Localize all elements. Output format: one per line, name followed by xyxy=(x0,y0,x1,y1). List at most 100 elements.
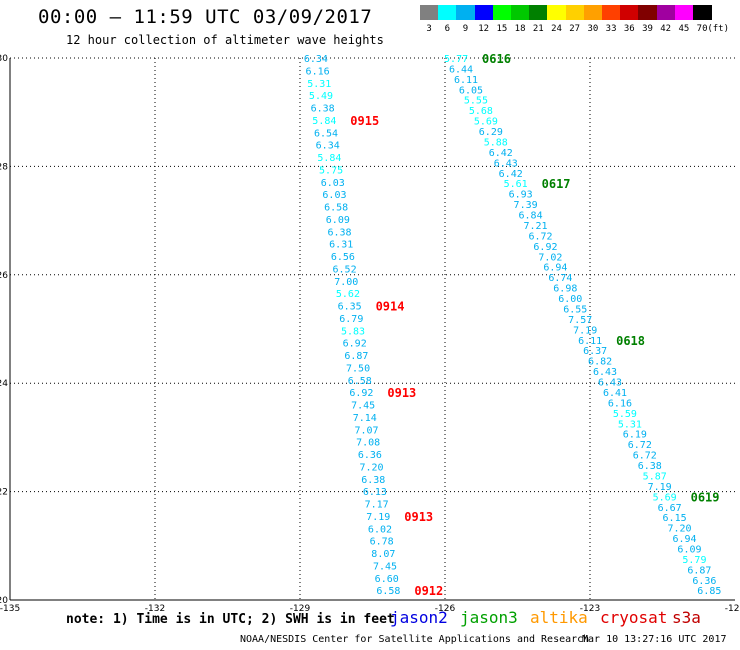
wave-height-label: 6.38 xyxy=(327,227,351,238)
sat-cryosat: cryosat xyxy=(600,608,668,627)
legend-swatch xyxy=(492,5,512,20)
legend-label: 39 xyxy=(642,24,653,34)
wave-height-label: 6.54 xyxy=(314,128,338,139)
wave-height-label: 6.67 xyxy=(658,503,682,514)
wave-height-label: 5.69 xyxy=(474,117,498,128)
wave-height-label: 6.94 xyxy=(672,534,696,545)
wave-height-label: 7.19 xyxy=(366,512,390,523)
wave-height-label: 5.55 xyxy=(464,96,488,107)
wave-height-label: 7.14 xyxy=(353,413,377,424)
wave-height-label: 6.36 xyxy=(692,576,716,587)
x-tick-label: -135 xyxy=(0,604,20,614)
wave-height-label: 7.20 xyxy=(668,524,692,535)
wave-height-label: 5.61 xyxy=(504,179,528,190)
wave-height-label: 6.11 xyxy=(578,336,602,347)
sat-altika: altika xyxy=(530,608,588,627)
wave-height-label: 6.43 xyxy=(494,158,518,169)
wave-height-label: 6.34 xyxy=(304,54,328,65)
wave-height-label: 6.44 xyxy=(449,64,473,75)
legend-label: 21 xyxy=(532,24,544,34)
wave-height-label: 6.02 xyxy=(368,524,392,535)
legend-swatch xyxy=(583,5,603,20)
legend-label: 45 xyxy=(678,24,690,34)
wave-height-label: 5.77 xyxy=(444,54,468,65)
wave-height-label: 6.03 xyxy=(322,190,346,201)
legend-label: 15 xyxy=(496,24,508,34)
y-tick-label: 22 xyxy=(0,488,8,498)
wave-height-label: 7.17 xyxy=(365,500,389,511)
wave-height-label: 5.62 xyxy=(336,289,360,300)
legend-swatch xyxy=(438,5,457,20)
wave-height-label: 6.16 xyxy=(306,66,330,77)
wave-height-label: 6.38 xyxy=(638,461,662,472)
wave-height-label: 6.78 xyxy=(370,537,394,548)
wave-height-label: 6.92 xyxy=(349,388,373,399)
x-tick-label: -123 xyxy=(580,604,600,614)
legend-swatch xyxy=(547,5,567,20)
wave-height-label: 5.69 xyxy=(653,492,677,503)
wave-height-label: 6.16 xyxy=(608,398,632,409)
legend-label: 6 xyxy=(444,24,450,34)
legend-swatch xyxy=(456,5,476,20)
time-label: 0619 xyxy=(691,490,720,504)
wave-height-label: 6.34 xyxy=(316,141,340,152)
time-label: 0915 xyxy=(350,114,379,128)
sat-s3a: s3a xyxy=(672,608,701,627)
sat-jason3: jason3 xyxy=(460,608,518,627)
wave-height-label: 6.15 xyxy=(663,513,687,524)
time-label: 0618 xyxy=(616,334,645,348)
wave-height-label: 7.19 xyxy=(648,482,672,493)
chart-subtitle: 12 hour collection of altimeter wave hei… xyxy=(66,33,384,47)
wave-height-label: 6.60 xyxy=(375,574,399,585)
time-label: 0913 xyxy=(404,510,433,524)
x-tick-label: -132 xyxy=(145,604,165,614)
legend-swatch xyxy=(565,5,585,20)
legend-label: 30 xyxy=(587,24,599,34)
wave-height-label: 6.55 xyxy=(563,304,587,315)
wave-height-label: 6.43 xyxy=(598,378,622,389)
footer-note: note: 1) Time is in UTC; 2) SWH is in fe… xyxy=(66,612,395,627)
wave-height-label: 6.82 xyxy=(588,357,612,368)
wave-height-label: 6.56 xyxy=(331,252,355,263)
wave-height-label: 6.72 xyxy=(528,231,552,242)
wave-height-label: 6.11 xyxy=(454,75,478,86)
wave-height-label: 6.41 xyxy=(603,388,627,399)
wave-height-label: 6.93 xyxy=(509,190,533,201)
legend-swatch xyxy=(511,5,530,20)
wave-height-label: 7.57 xyxy=(568,315,592,326)
sat-jason2: jason2 xyxy=(390,608,448,627)
legend-swatch xyxy=(602,5,621,20)
legend-label: 42 xyxy=(660,24,672,34)
wave-height-label: 6.09 xyxy=(677,544,701,555)
wave-height-label: 6.85 xyxy=(697,586,721,597)
wave-height-label: 5.87 xyxy=(643,471,667,482)
wave-height-label: 5.84 xyxy=(312,116,336,127)
credit-text: NOAA/NESDIS Center for Satellite Applica… xyxy=(240,634,590,645)
timestamp-text: Mar 10 13:27:16 UTC 2017 xyxy=(582,634,727,645)
legend-swatch xyxy=(474,5,494,20)
wave-height-label: 5.31 xyxy=(307,79,331,90)
wave-height-label: 6.58 xyxy=(324,203,348,214)
wave-height-label: 7.07 xyxy=(354,425,378,436)
chart-title: 00:00 – 11:59 UTC 03/09/2017 xyxy=(38,6,373,28)
wave-height-label: 5.59 xyxy=(613,409,637,420)
wave-height-label: 6.37 xyxy=(583,346,607,357)
wave-height-label: 7.39 xyxy=(514,200,538,211)
wave-height-label: 7.02 xyxy=(538,252,562,263)
y-tick-label: 20 xyxy=(0,596,8,606)
legend-label: 3 xyxy=(426,24,432,34)
legend-swatch xyxy=(674,5,694,20)
y-tick-label: 24 xyxy=(0,379,8,389)
wave-height-label: 6.52 xyxy=(333,264,357,275)
wave-height-label: 6.87 xyxy=(344,351,368,362)
wave-height-label: 7.19 xyxy=(573,325,597,336)
wave-height-label: 5.49 xyxy=(309,91,333,102)
y-tick-label: 28 xyxy=(0,162,8,172)
wave-height-label: 6.36 xyxy=(358,450,382,461)
wave-height-label: 6.31 xyxy=(329,240,353,251)
y-tick-label: 26 xyxy=(0,271,8,281)
wave-height-label: 5.84 xyxy=(317,153,341,164)
wave-height-label: 6.38 xyxy=(311,104,335,115)
legend-label: 33 xyxy=(605,24,617,34)
